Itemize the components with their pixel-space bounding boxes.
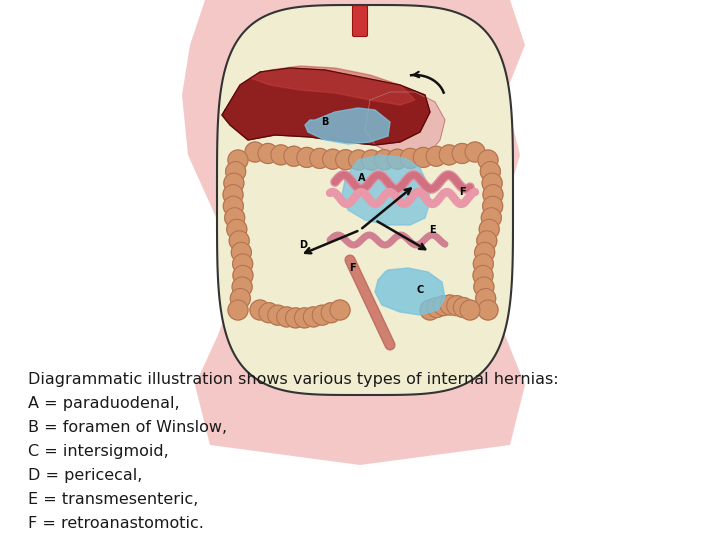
Polygon shape bbox=[305, 108, 390, 144]
Circle shape bbox=[426, 146, 446, 166]
Circle shape bbox=[413, 147, 433, 167]
Circle shape bbox=[439, 145, 459, 165]
Circle shape bbox=[480, 161, 500, 181]
Circle shape bbox=[473, 254, 493, 274]
Text: F: F bbox=[348, 263, 355, 273]
Circle shape bbox=[223, 185, 243, 205]
Circle shape bbox=[477, 231, 497, 251]
Polygon shape bbox=[375, 268, 445, 315]
Text: E: E bbox=[428, 225, 436, 235]
Circle shape bbox=[474, 277, 494, 297]
Text: B: B bbox=[321, 117, 329, 127]
Text: Diagrammatic illustration shows various types of internal hernias:: Diagrammatic illustration shows various … bbox=[28, 372, 559, 387]
Circle shape bbox=[482, 173, 502, 193]
Circle shape bbox=[440, 295, 460, 315]
Circle shape bbox=[323, 149, 343, 169]
Circle shape bbox=[478, 300, 498, 320]
Circle shape bbox=[478, 150, 498, 170]
Polygon shape bbox=[365, 92, 445, 158]
Circle shape bbox=[474, 242, 495, 262]
Circle shape bbox=[294, 308, 315, 328]
Circle shape bbox=[460, 300, 480, 320]
Circle shape bbox=[228, 300, 248, 320]
Polygon shape bbox=[217, 5, 513, 395]
Circle shape bbox=[225, 208, 245, 228]
Circle shape bbox=[473, 265, 493, 285]
FancyBboxPatch shape bbox=[353, 5, 367, 37]
Polygon shape bbox=[222, 68, 430, 145]
Circle shape bbox=[268, 305, 288, 325]
Text: D = pericecal,: D = pericecal, bbox=[28, 468, 143, 483]
Circle shape bbox=[348, 150, 369, 170]
Circle shape bbox=[387, 149, 408, 169]
Circle shape bbox=[303, 307, 323, 327]
Circle shape bbox=[481, 208, 501, 228]
Text: B = foramen of Winslow,: B = foramen of Winslow, bbox=[28, 420, 227, 435]
Circle shape bbox=[230, 288, 251, 308]
Circle shape bbox=[223, 196, 243, 216]
Circle shape bbox=[330, 300, 350, 320]
Circle shape bbox=[250, 300, 270, 320]
Circle shape bbox=[433, 296, 454, 316]
Text: C: C bbox=[416, 285, 423, 295]
Text: E = transmesenteric,: E = transmesenteric, bbox=[28, 492, 199, 507]
Circle shape bbox=[233, 254, 253, 274]
Circle shape bbox=[271, 145, 291, 165]
Circle shape bbox=[310, 148, 330, 168]
Circle shape bbox=[465, 142, 485, 162]
Circle shape bbox=[227, 219, 247, 239]
Text: F: F bbox=[459, 187, 465, 197]
Circle shape bbox=[229, 231, 249, 251]
Circle shape bbox=[259, 303, 279, 323]
Text: D: D bbox=[299, 240, 307, 250]
Polygon shape bbox=[182, 0, 525, 465]
Circle shape bbox=[483, 185, 503, 205]
Circle shape bbox=[225, 161, 246, 181]
Circle shape bbox=[454, 298, 473, 318]
Circle shape bbox=[276, 307, 297, 327]
Circle shape bbox=[297, 147, 317, 167]
Polygon shape bbox=[250, 66, 415, 105]
Circle shape bbox=[233, 265, 253, 285]
Circle shape bbox=[400, 148, 420, 168]
Circle shape bbox=[245, 142, 265, 162]
Circle shape bbox=[427, 298, 446, 318]
Text: C = intersigmoid,: C = intersigmoid, bbox=[28, 444, 168, 459]
Circle shape bbox=[374, 150, 395, 170]
Circle shape bbox=[232, 277, 252, 297]
Circle shape bbox=[284, 146, 304, 166]
Circle shape bbox=[286, 308, 305, 328]
Circle shape bbox=[446, 296, 467, 316]
Circle shape bbox=[312, 305, 332, 325]
Text: A = paraduodenal,: A = paraduodenal, bbox=[28, 396, 179, 411]
Circle shape bbox=[480, 219, 499, 239]
Polygon shape bbox=[342, 155, 430, 225]
Circle shape bbox=[482, 196, 503, 216]
Circle shape bbox=[361, 150, 382, 170]
Text: F = retroanastomotic.: F = retroanastomotic. bbox=[28, 516, 204, 531]
Circle shape bbox=[231, 242, 251, 262]
Circle shape bbox=[228, 150, 248, 170]
Circle shape bbox=[321, 303, 341, 323]
Circle shape bbox=[420, 300, 440, 320]
Circle shape bbox=[476, 288, 495, 308]
Circle shape bbox=[336, 150, 356, 170]
Text: A: A bbox=[359, 173, 366, 183]
Circle shape bbox=[224, 173, 244, 193]
Circle shape bbox=[452, 144, 472, 164]
Circle shape bbox=[258, 144, 278, 164]
